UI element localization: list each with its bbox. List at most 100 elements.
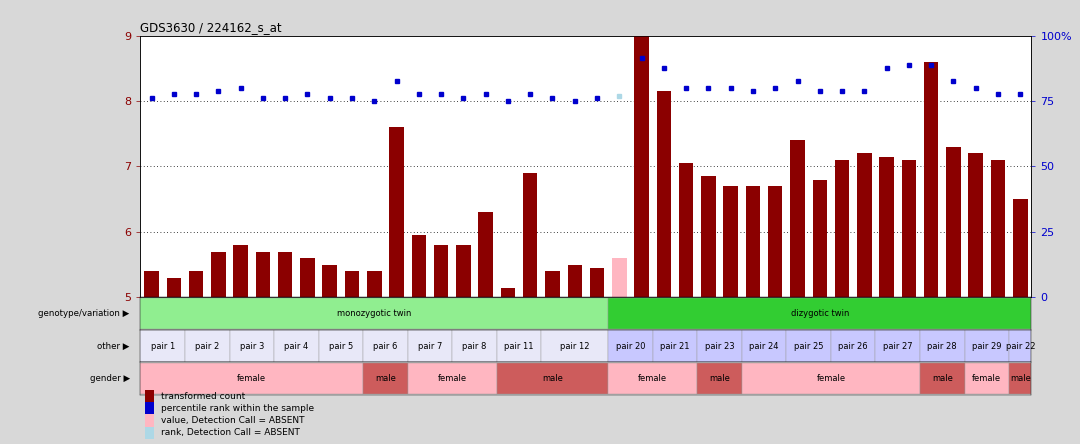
Bar <box>1009 330 1031 361</box>
Bar <box>363 330 408 361</box>
Text: value, Detection Call = ABSENT: value, Detection Call = ABSENT <box>161 416 305 425</box>
Bar <box>456 245 471 297</box>
Bar <box>1013 199 1027 297</box>
Text: pair 2: pair 2 <box>195 341 219 350</box>
Bar <box>145 271 159 297</box>
Bar <box>185 330 229 361</box>
Bar <box>541 330 608 361</box>
Text: pair 5: pair 5 <box>328 341 353 350</box>
Text: percentile rank within the sample: percentile rank within the sample <box>161 404 314 413</box>
Text: pair 27: pair 27 <box>883 341 913 350</box>
Bar <box>145 402 153 415</box>
Bar <box>657 91 671 297</box>
Text: pair 29: pair 29 <box>972 341 1001 350</box>
Bar <box>145 414 153 427</box>
Bar <box>812 179 827 297</box>
Bar <box>363 363 408 394</box>
Text: transformed count: transformed count <box>161 392 245 401</box>
Bar <box>634 36 649 297</box>
Bar <box>612 258 626 297</box>
Bar <box>858 153 872 297</box>
Bar <box>920 363 964 394</box>
Bar <box>411 235 427 297</box>
Bar <box>345 271 360 297</box>
Bar <box>990 160 1005 297</box>
Bar <box>920 330 964 361</box>
Bar <box>145 427 153 439</box>
Text: pair 8: pair 8 <box>462 341 487 350</box>
Text: pair 7: pair 7 <box>418 341 442 350</box>
Text: monozygotic twin: monozygotic twin <box>337 309 411 318</box>
Bar <box>698 330 742 361</box>
Bar <box>233 245 248 297</box>
Bar <box>964 363 1009 394</box>
Text: gender ▶: gender ▶ <box>90 374 130 383</box>
Bar <box>608 298 1031 329</box>
Bar <box>590 268 605 297</box>
Bar <box>274 330 319 361</box>
Text: male: male <box>542 374 563 383</box>
Bar <box>831 330 876 361</box>
Bar <box>701 176 716 297</box>
Text: male: male <box>1010 374 1030 383</box>
Text: pair 23: pair 23 <box>705 341 734 350</box>
Text: pair 1: pair 1 <box>150 341 175 350</box>
Text: pair 6: pair 6 <box>374 341 397 350</box>
Text: male: male <box>710 374 730 383</box>
Text: pair 26: pair 26 <box>838 341 868 350</box>
Bar <box>407 363 497 394</box>
Bar <box>567 265 582 297</box>
Bar <box>786 330 831 361</box>
Bar <box>140 363 363 394</box>
Bar <box>652 330 698 361</box>
Bar <box>876 330 920 361</box>
Text: GDS3630 / 224162_s_at: GDS3630 / 224162_s_at <box>140 21 282 34</box>
Text: pair 20: pair 20 <box>616 341 645 350</box>
Text: pair 11: pair 11 <box>504 341 534 350</box>
Text: pair 4: pair 4 <box>284 341 309 350</box>
Text: pair 22: pair 22 <box>1005 341 1035 350</box>
Bar <box>923 62 939 297</box>
Text: genotype/variation ▶: genotype/variation ▶ <box>39 309 130 318</box>
Bar <box>742 363 920 394</box>
Bar <box>608 330 652 361</box>
Text: pair 21: pair 21 <box>660 341 690 350</box>
Bar <box>497 363 608 394</box>
Bar <box>189 271 203 297</box>
Bar <box>278 252 293 297</box>
Bar <box>323 265 337 297</box>
Bar <box>256 252 270 297</box>
Bar <box>319 330 363 361</box>
Bar <box>497 330 541 361</box>
Bar <box>229 330 274 361</box>
Bar <box>902 160 916 297</box>
Text: female: female <box>437 374 467 383</box>
Bar <box>679 163 693 297</box>
Bar <box>478 212 492 297</box>
Bar <box>389 127 404 297</box>
Bar <box>946 147 961 297</box>
Text: female: female <box>816 374 846 383</box>
Text: male: male <box>375 374 396 383</box>
Text: pair 25: pair 25 <box>794 341 823 350</box>
Text: dizygotic twin: dizygotic twin <box>791 309 849 318</box>
Bar <box>964 330 1009 361</box>
Bar <box>879 157 894 297</box>
Bar <box>407 330 453 361</box>
Bar <box>501 288 515 297</box>
Bar <box>140 298 608 329</box>
Bar <box>1009 363 1031 394</box>
Bar <box>791 140 805 297</box>
Bar <box>835 160 849 297</box>
Text: other ▶: other ▶ <box>97 341 130 350</box>
Bar <box>745 186 760 297</box>
Bar <box>434 245 448 297</box>
Bar <box>140 330 185 361</box>
Text: female: female <box>972 374 1001 383</box>
Bar <box>300 258 314 297</box>
Bar <box>969 153 983 297</box>
Text: pair 3: pair 3 <box>240 341 264 350</box>
Bar <box>367 271 381 297</box>
Text: female: female <box>238 374 267 383</box>
Bar <box>608 363 698 394</box>
